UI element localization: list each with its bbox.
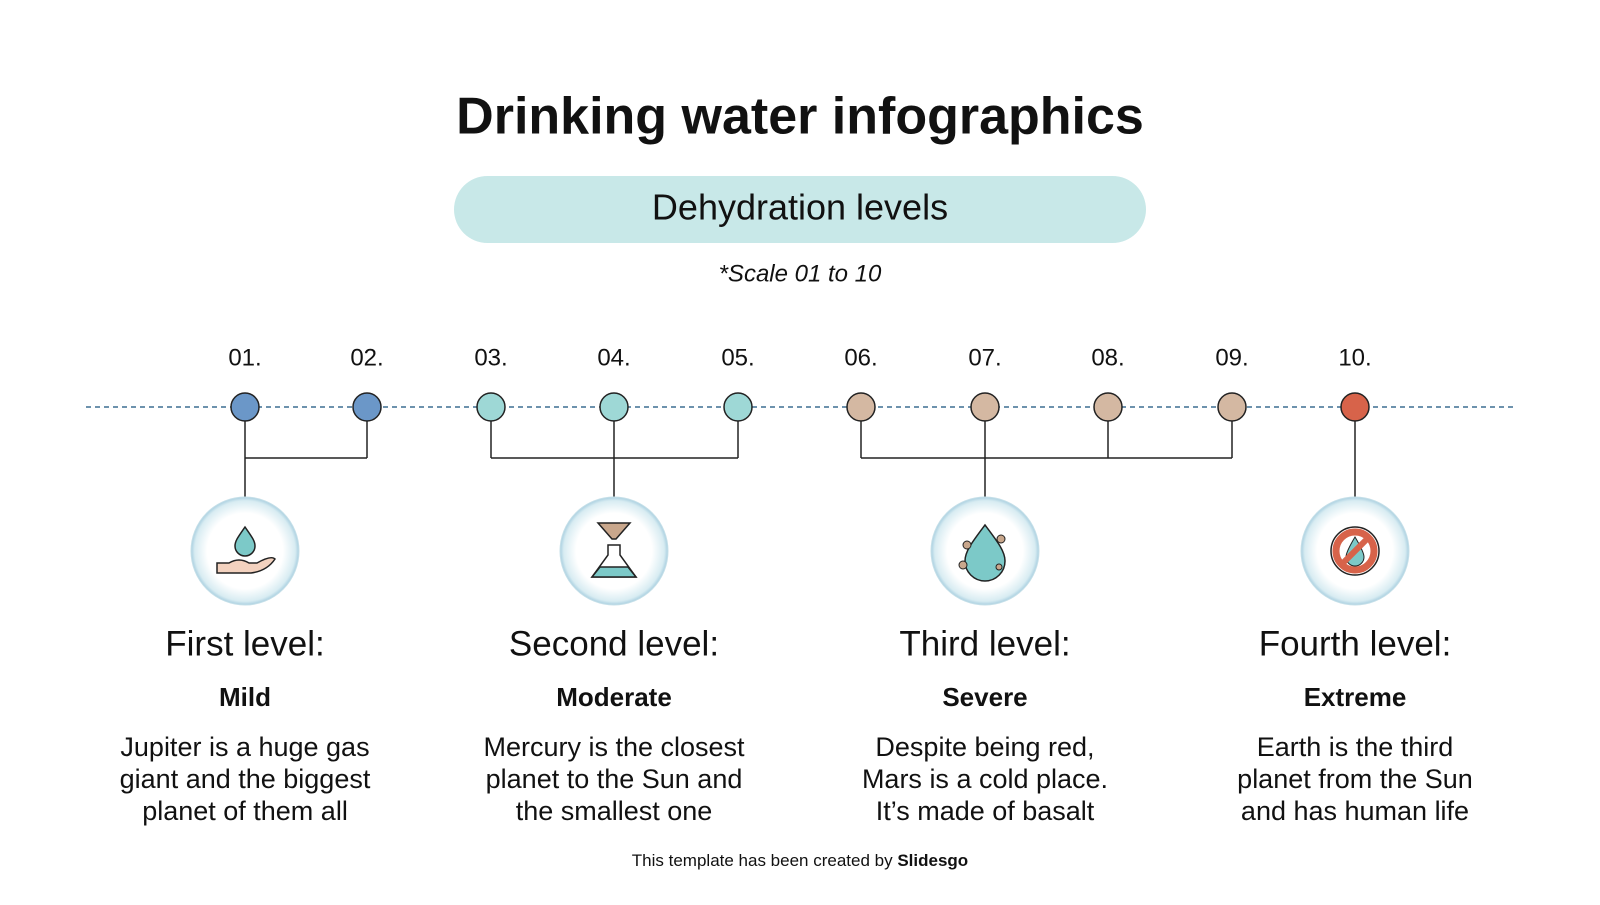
level-title: Second level:	[509, 624, 719, 663]
level-dot	[1093, 392, 1123, 422]
level-description: Earth is the third	[1257, 732, 1454, 762]
level-dot	[846, 392, 876, 422]
level-dot	[599, 392, 629, 422]
level-severity: Mild	[219, 682, 271, 712]
subtitle-pill	[454, 176, 1146, 243]
diagram: 01. 02. 03. 04. 05. 06. 07. 08. 09. 10. First leve…	[120, 344, 1473, 826]
level-icon	[590, 522, 638, 578]
level-number: 07.	[968, 344, 1001, 371]
level-dot	[970, 392, 1000, 422]
level-dot	[1217, 392, 1247, 422]
level-title: First level:	[165, 624, 324, 663]
footer-text: This template has been created by	[632, 851, 893, 870]
level-description: Mars is a cold place.	[862, 764, 1108, 794]
level-title: Third level:	[899, 624, 1070, 663]
level-icon	[1330, 526, 1380, 576]
level-icon	[216, 525, 276, 574]
scale-note: *Scale 01 to 10	[719, 260, 882, 287]
level-number: 01.	[228, 344, 261, 371]
level-number: 09.	[1215, 344, 1248, 371]
level-icon	[958, 523, 1006, 582]
level-dot	[1340, 392, 1370, 422]
level-severity: Severe	[942, 682, 1027, 712]
title: Drinking water infographics	[456, 88, 1144, 146]
level-description: Despite being red,	[875, 732, 1094, 762]
level-dot	[352, 392, 382, 422]
level-description: giant and the biggest	[120, 764, 371, 794]
level-number: 06.	[844, 344, 877, 371]
level-number: 04.	[597, 344, 630, 371]
subtitle: Dehydration levels	[652, 187, 948, 228]
level-number: 03.	[474, 344, 507, 371]
level-number: 05.	[721, 344, 754, 371]
level-description: planet from the Sun	[1237, 764, 1473, 794]
footer-brand: Slidesgo	[897, 851, 968, 870]
level-title: Fourth level:	[1259, 624, 1452, 663]
level-dot	[230, 392, 260, 422]
level-description: Mercury is the closest	[483, 732, 745, 762]
level-description: It’s made of basalt	[876, 796, 1095, 826]
footer: This template has been created by Slides…	[632, 851, 968, 870]
level-description: and has human life	[1241, 796, 1469, 826]
level-severity: Extreme	[1304, 682, 1407, 712]
level-dot	[723, 392, 753, 422]
level-dot	[476, 392, 506, 422]
level-number: 02.	[350, 344, 383, 371]
level-severity: Moderate	[556, 682, 672, 712]
level-number: 10.	[1338, 344, 1371, 371]
level-description: Jupiter is a huge gas	[120, 732, 369, 762]
level-description: planet of them all	[142, 796, 348, 826]
level-number: 08.	[1091, 344, 1124, 371]
level-description: the smallest one	[516, 796, 713, 826]
level-description: planet to the Sun and	[486, 764, 743, 794]
